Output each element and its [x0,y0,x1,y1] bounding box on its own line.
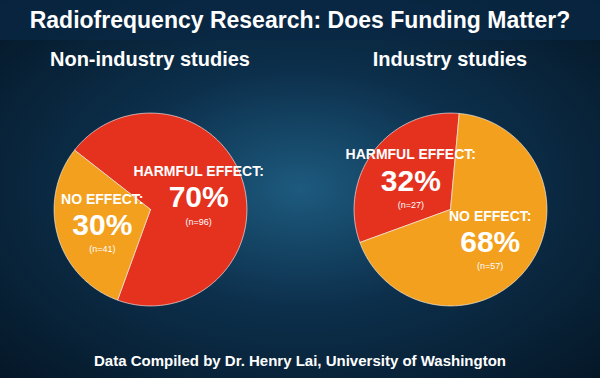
svg-text:(n=96): (n=96) [186,217,212,227]
svg-text:(n=57): (n=57) [477,261,503,271]
html-text:Non-industry studies: Non-industry studies [50,48,250,70]
svg-text:HARMFUL EFFECT:: HARMFUL EFFECT: [133,163,263,179]
svg-text:HARMFUL EFFECT:: HARMFUL EFFECT: [346,146,476,162]
html-text:Data Compiled by Dr. Henry Lai: Data Compiled by Dr. Henry Lai, Universi… [94,352,506,369]
html-text:Radiofrequency Research: Does: Radiofrequency Research: Does Funding Ma… [29,7,571,33]
svg-text:32%: 32% [381,164,441,197]
svg-text:30%: 30% [72,208,132,241]
html-text:Industry studies: Industry studies [372,48,528,70]
svg-text:NO EFFECT:: NO EFFECT: [449,208,531,224]
svg-text:70%: 70% [169,180,229,213]
svg-text:68%: 68% [460,225,520,258]
svg-text:(n=41): (n=41) [89,244,115,254]
svg-text:NO EFFECT:: NO EFFECT: [61,191,143,207]
svg-text:(n=27): (n=27) [398,200,424,210]
